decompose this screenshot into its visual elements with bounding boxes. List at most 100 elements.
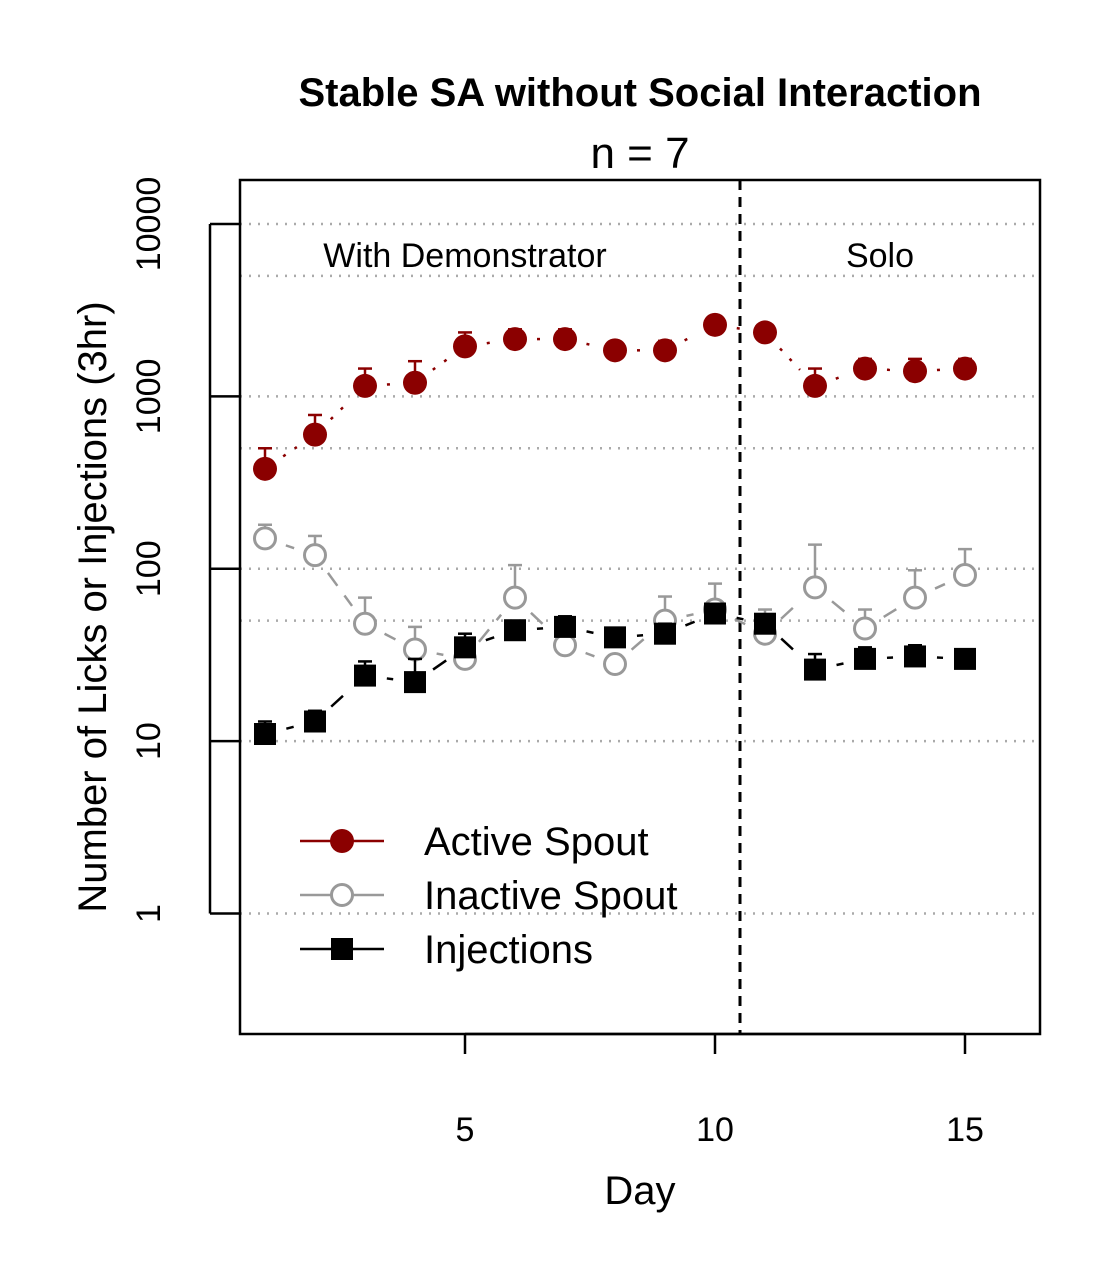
inactive-spout-segment	[326, 572, 354, 607]
legend-marker-injections	[331, 938, 353, 960]
injections-point	[304, 710, 326, 733]
region-label: Solo	[846, 237, 914, 275]
injections-point	[654, 622, 676, 645]
inactive-spout-segment	[883, 608, 897, 619]
series-injections	[254, 602, 976, 746]
injections-point	[904, 645, 926, 668]
injections-point	[704, 602, 726, 625]
inactive-spout-point	[953, 563, 977, 588]
chart-title: Stable SA without Social Interaction	[298, 71, 981, 115]
region-label: With Demonstrator	[323, 237, 606, 275]
y-tick-label: 10000	[130, 177, 168, 272]
x-axis-title: Day	[604, 1169, 675, 1213]
active-spout-point	[703, 312, 727, 337]
active-spout-segment	[432, 358, 448, 371]
legend-marker-inactive-spout	[330, 883, 354, 907]
injections-point	[804, 658, 826, 681]
active-spout-point	[453, 334, 477, 359]
injections-segment	[485, 636, 495, 642]
data-series	[253, 312, 977, 746]
injections-segment	[780, 637, 800, 656]
inactive-spout-segment	[734, 617, 746, 626]
inactive-spout-segment	[285, 544, 295, 550]
active-spout-point	[253, 456, 277, 481]
y-axis: 1 10 100 1000 10000	[130, 177, 240, 923]
y-tick-label: 100	[130, 540, 168, 597]
inactive-spout-point	[503, 585, 527, 610]
y-tick-label: 10	[130, 722, 168, 760]
active-spout-segment	[736, 326, 744, 331]
y-tick-label: 1	[130, 904, 168, 923]
active-spout-point	[303, 422, 327, 447]
inactive-spout-point	[253, 526, 277, 551]
active-spout-point	[803, 373, 827, 398]
inactive-spout-segment	[477, 613, 503, 643]
injections-point	[254, 723, 276, 746]
inactive-spout-point	[603, 652, 627, 677]
active-spout-segment	[586, 342, 594, 347]
injections-point	[604, 626, 626, 649]
injections-segment	[330, 689, 350, 708]
injections-point	[954, 647, 976, 670]
legend: Active Spout Inactive Spout Injections	[300, 820, 678, 972]
inactive-spout-segment	[585, 651, 595, 658]
active-spout-point	[353, 373, 377, 398]
legend-marker-active-spout	[330, 829, 354, 853]
injections-segment	[836, 662, 844, 667]
injections-point	[854, 647, 876, 670]
injections-segment	[286, 725, 294, 730]
inactive-spout-point	[903, 585, 927, 610]
active-spout-point	[553, 327, 577, 352]
chart-subtitle: n = 7	[590, 129, 689, 178]
inactive-spout-point	[303, 543, 327, 568]
injections-point	[454, 636, 476, 659]
grid-lines	[240, 222, 1040, 915]
inactive-spout-segment	[383, 632, 397, 641]
inactive-spout-segment	[831, 600, 849, 616]
legend-label-inactive-spout: Inactive Spout	[424, 874, 678, 918]
inactive-spout-segment	[630, 634, 650, 651]
active-spout-point	[953, 356, 977, 381]
injections-point	[354, 664, 376, 687]
x-axis: 5 10 15	[456, 1032, 984, 1149]
active-spout-segment	[779, 347, 801, 371]
series-active-spout	[253, 312, 977, 481]
active-spout-point	[603, 338, 627, 363]
y-axis-title: Number of Licks or Injections (3hr)	[71, 301, 115, 912]
active-spout-point	[653, 338, 677, 363]
x-tick-label: 15	[946, 1111, 984, 1149]
inactive-spout-segment	[934, 582, 946, 590]
inactive-spout-segment	[780, 601, 800, 620]
active-spout-point	[853, 356, 877, 381]
active-spout-segment	[282, 446, 298, 458]
inactive-spout-point	[403, 637, 427, 662]
injections-point	[504, 619, 526, 642]
active-spout-point	[903, 359, 927, 384]
x-tick-label: 10	[696, 1111, 734, 1149]
injections-point	[554, 615, 576, 638]
injections-segment	[386, 677, 394, 681]
legend-label-injections: Injections	[424, 928, 593, 972]
x-tick-label: 5	[456, 1111, 475, 1149]
legend-label-active-spout: Active Spout	[424, 820, 649, 864]
inactive-spout-point	[553, 633, 577, 658]
injections-segment	[684, 620, 696, 627]
inactive-spout-point	[353, 611, 377, 636]
active-spout-point	[753, 320, 777, 345]
y-tick-label: 1000	[130, 359, 168, 435]
active-spout-segment	[835, 374, 845, 380]
active-spout-point	[403, 370, 427, 395]
inactive-spout-segment	[530, 611, 550, 631]
active-spout-segment	[329, 400, 351, 421]
active-spout-segment	[684, 333, 696, 342]
inactive-spout-segment	[686, 613, 694, 618]
injections-segment	[586, 630, 594, 635]
series-inactive-spout	[253, 523, 977, 677]
inactive-spout-segment	[436, 652, 444, 657]
active-spout-segment	[486, 341, 494, 345]
injections-segment	[736, 616, 744, 621]
region-labels: With Demonstrator Solo	[323, 237, 914, 275]
active-spout-point	[503, 327, 527, 352]
injections-point	[404, 671, 426, 694]
